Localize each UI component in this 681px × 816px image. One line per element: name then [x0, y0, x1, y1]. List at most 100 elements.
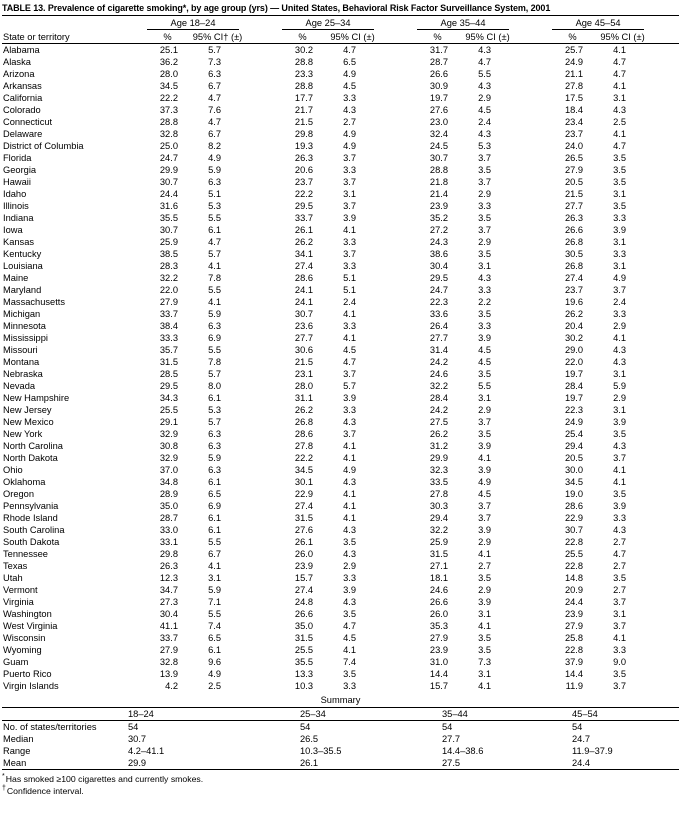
table-row: Utah 12.3 3.1 15.7 3.3 18.1 3.5 14.8 3.5: [2, 572, 679, 584]
spacer: [515, 476, 550, 488]
ci-cell: 2.9: [478, 93, 492, 103]
pct-cell: 26.8: [564, 261, 584, 271]
pct-cell: 31.7: [429, 45, 449, 55]
pct-cell: 33.1: [159, 537, 178, 547]
pct-cell: 29.5: [159, 381, 178, 391]
ci-cell: 4.7: [208, 117, 222, 127]
spacer: [515, 332, 550, 344]
ci-cell: 3.7: [613, 621, 627, 631]
spacer: [515, 56, 550, 68]
pct-cell: 29.4: [564, 441, 584, 451]
ci-cell: 6.7: [208, 549, 222, 559]
ci-cell: 3.9: [613, 501, 627, 511]
spacer: [650, 128, 679, 140]
pct-cell: 18.4: [564, 105, 584, 115]
spacer: [650, 224, 679, 236]
spacer: [515, 80, 550, 92]
pct-cell: 33.5: [429, 477, 449, 487]
spacer: [515, 176, 550, 188]
pct-cell: 37.0: [159, 465, 178, 475]
spacer: [245, 104, 280, 116]
spacer: [380, 632, 415, 644]
pct-cell: 26.2: [564, 309, 584, 319]
table-row: Minnesota 38.4 6.3 23.6 3.3 26.4 3.3 20.4 2.9: [2, 320, 679, 332]
table-row: New Hampshire 34.3 6.1 31.1 3.9 28.4 3.1 19.7 2.…: [2, 392, 679, 404]
ci-cell: 3.9: [343, 585, 357, 595]
table-row: New York 32.9 6.3 28.6 3.7 26.2 3.5 25.4 3.5: [2, 428, 679, 440]
pct-cell: 34.5: [564, 477, 584, 487]
pct-cell: 27.7: [294, 333, 314, 343]
pct-cell: 34.5: [294, 465, 314, 475]
pct-cell: 33.7: [294, 213, 314, 223]
ci-cell: 4.1: [613, 477, 627, 487]
percent-col-header: %: [280, 30, 326, 44]
pct-cell: 25.5: [294, 645, 314, 655]
age-group-header: Age 25–34: [280, 16, 380, 30]
spacer: [380, 560, 415, 572]
state-cell: Colorado: [3, 105, 41, 115]
pct-cell: 31.5: [294, 633, 314, 643]
table-row: Oregon 28.9 6.5 22.9 4.1 27.8 4.5 19.0 3.5: [2, 488, 679, 500]
pct-cell: 21.7: [294, 105, 314, 115]
spacer: [515, 368, 550, 380]
state-cell: New Mexico: [3, 417, 54, 427]
pct-cell: 13.9: [159, 669, 178, 679]
pct-cell: 25.1: [159, 45, 178, 55]
ci-cell: 3.9: [613, 417, 627, 427]
spacer: [650, 452, 679, 464]
ci-cell: 4.1: [478, 453, 492, 463]
ci-cell: 3.5: [478, 633, 492, 643]
ci-cell: 3.3: [478, 201, 492, 211]
pct-cell: 17.7: [294, 93, 314, 103]
pct-cell: 23.9: [429, 645, 449, 655]
spacer: [515, 248, 550, 260]
table-row: Guam 32.8 9.6 35.5 7.4 31.0 7.3 37.9 9.0: [2, 656, 679, 668]
pct-cell: 21.5: [564, 189, 584, 199]
table-row: Vermont 34.7 5.9 27.4 3.9 24.6 2.9 20.9 2.7: [2, 584, 679, 596]
spacer: [650, 464, 679, 476]
spacer: [515, 152, 550, 164]
pct-cell: 24.2: [429, 357, 449, 367]
pct-cell: 12.3: [159, 573, 178, 583]
ci-cell: 2.7: [613, 585, 627, 595]
pct-cell: 26.1: [294, 537, 314, 547]
ci-cell: 5.9: [208, 585, 222, 595]
pct-cell: 29.9: [429, 453, 449, 463]
spacer: [650, 176, 679, 188]
ci-cell: 4.7: [478, 57, 492, 67]
pct-cell: 26.8: [564, 237, 584, 247]
spacer: [515, 200, 550, 212]
spacer: [515, 104, 550, 116]
ci-cell: 3.5: [613, 489, 627, 499]
pct-cell: 26.3: [159, 561, 178, 571]
pct-cell: 20.4: [564, 321, 584, 331]
pct-cell: 24.0: [564, 141, 584, 151]
state-cell: Washington: [3, 609, 52, 619]
ci-cell: 3.3: [478, 321, 492, 331]
state-cell: Alabama: [3, 45, 40, 55]
ci-cell: 3.9: [478, 333, 492, 343]
ci-cell: 6.3: [208, 177, 222, 187]
ci-cell: 5.5: [208, 537, 222, 547]
table-row: Louisiana 28.3 4.1 27.4 3.3 30.4 3.1 26.8 3.1: [2, 260, 679, 272]
ci-cell: 3.3: [613, 249, 627, 259]
ci-cell: 6.5: [208, 489, 222, 499]
spacer: [380, 476, 415, 488]
state-cell: Louisiana: [3, 261, 43, 271]
pct-cell: 26.3: [564, 213, 584, 223]
ci-cell: 4.3: [478, 45, 492, 55]
ci-cell: 4.5: [478, 105, 492, 115]
table-row: Rhode Island 28.7 6.1 31.5 4.1 29.4 3.7 22.9 3.3: [2, 512, 679, 524]
spacer: [380, 404, 415, 416]
ci-cell: 5.5: [478, 381, 492, 391]
pct-cell: 26.1: [294, 225, 314, 235]
pct-cell: 19.6: [564, 297, 584, 307]
ci-cell: 4.1: [343, 645, 357, 655]
spacer: [380, 452, 415, 464]
pct-cell: 26.6: [294, 609, 314, 619]
ci-cell: 3.3: [343, 237, 357, 247]
ci-cell: 3.5: [613, 153, 627, 163]
spacer: [515, 16, 550, 31]
ci-cell: 3.5: [613, 429, 627, 439]
ci-cell: 3.3: [478, 285, 492, 295]
